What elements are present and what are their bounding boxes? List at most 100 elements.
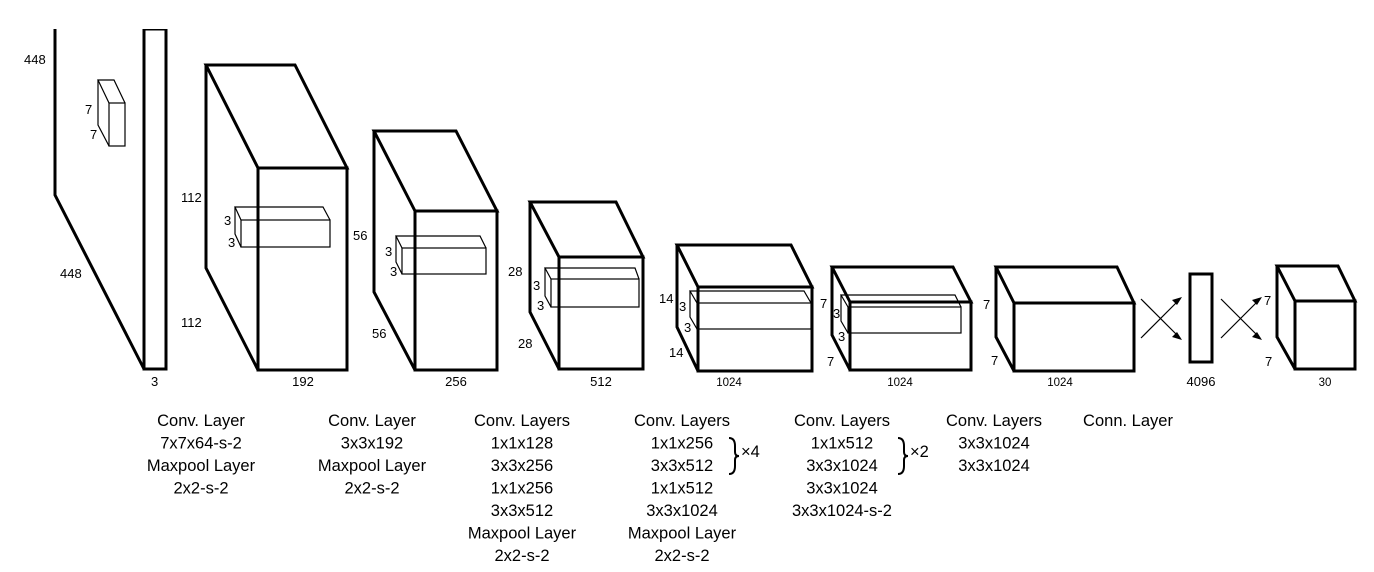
kernel-side xyxy=(395,236,403,275)
caption-line: 2x2-s-2 xyxy=(494,547,549,565)
kernel-side xyxy=(689,291,698,330)
feature-map-block-6: 7 7 1024 3 3 xyxy=(820,265,974,389)
caption-line: Conv. Layer xyxy=(328,412,416,430)
block-side-face xyxy=(1275,266,1297,370)
caption-line: 3x3x512 xyxy=(491,502,553,520)
fc-layer-4096: 4096 xyxy=(1187,272,1216,389)
block-top-face xyxy=(1274,264,1358,303)
dim-depth: 1024 xyxy=(1047,377,1073,389)
layer-caption-2: Conv. Layer 3x3x192 Maxpool Layer 2x2-s-2 xyxy=(318,412,427,498)
dim-height: 448 xyxy=(24,52,46,67)
kernel-box xyxy=(688,290,812,330)
kernel-h: 3 xyxy=(533,278,540,293)
kernel-top xyxy=(234,206,331,221)
kernel-box xyxy=(395,235,487,275)
caption-line: Conv. Layers xyxy=(794,412,890,430)
layer-caption-7: Conn. Layer xyxy=(1083,412,1173,430)
layer-caption-3: Conv. Layers 1x1x128 3x3x256 1x1x256 3x3x512… xyxy=(468,412,577,565)
dim-depth: 1024 xyxy=(887,377,913,389)
block-front-face xyxy=(1012,301,1136,373)
block-side-face xyxy=(830,267,852,371)
kernel-box xyxy=(543,267,640,308)
dim-height: 7 xyxy=(820,296,827,311)
caption-line: Maxpool Layer xyxy=(147,457,256,475)
block-side-face xyxy=(204,65,260,371)
brace-icon xyxy=(897,437,909,475)
kernel-w: 3 xyxy=(537,298,544,313)
kernel-front xyxy=(550,278,640,308)
caption-line: Maxpool Layer xyxy=(318,457,427,475)
caption-line: Conv. Layers xyxy=(474,412,570,430)
caption-line: 1x1x256 xyxy=(651,435,713,453)
dim-height: 14 xyxy=(659,291,673,306)
dim-width: 7 xyxy=(991,353,998,368)
block-top-face xyxy=(371,129,500,213)
block-side-face xyxy=(675,245,700,372)
caption-line: Conv. Layers xyxy=(946,412,1042,430)
caption-line: Conn. Layer xyxy=(1083,412,1173,430)
caption-line: 3x3x192 xyxy=(341,435,403,453)
kernel-front xyxy=(240,219,331,248)
feature-map-block-3: 56 56 256 3 3 xyxy=(353,129,500,389)
block-side-face xyxy=(528,202,561,370)
block-front-face xyxy=(696,285,814,373)
layer-caption-5: Conv. Layers 1x1x512 3x3x1024 3x3x1024 3x3x1… xyxy=(792,412,929,520)
block-top-face xyxy=(993,265,1137,305)
feature-map-block-2: 112 112 192 3 3 xyxy=(181,63,350,389)
caption-line: 1x1x512 xyxy=(651,480,713,498)
caption-line: 7x7x64-s-2 xyxy=(160,435,242,453)
dim-depth: 4096 xyxy=(1187,374,1216,389)
dim-width: 112 xyxy=(181,315,202,330)
feature-map-block-7: 7 7 1024 xyxy=(983,265,1137,389)
kernel-7x7 xyxy=(97,79,126,147)
kernel-w: 3 xyxy=(684,320,691,335)
dim-height: 7 xyxy=(983,297,990,312)
fc-arrows-2 xyxy=(1220,297,1262,340)
layer-caption-1: Conv. Layer 7x7x64-s-2 Maxpool Layer 2x2-s-… xyxy=(147,412,256,498)
kernel-w: 3 xyxy=(228,235,235,250)
kernel-front xyxy=(401,247,487,275)
feature-map-block-9: 7 7 30 xyxy=(1264,264,1358,389)
dim-width: 448 xyxy=(60,266,82,281)
caption-line: Conv. Layer xyxy=(157,412,245,430)
dim-depth: 30 xyxy=(1319,377,1332,389)
kernel-side xyxy=(234,207,242,248)
dim-depth: 192 xyxy=(292,374,314,389)
caption-line: 3x3x1024 xyxy=(646,502,718,520)
dim-depth: 1024 xyxy=(716,377,742,389)
kernel-w: 3 xyxy=(390,264,397,279)
feature-map-block-5: 14 14 1024 3 3 xyxy=(659,243,815,389)
dim-depth: 512 xyxy=(590,374,612,389)
block-top-face xyxy=(203,63,350,170)
kernel-box xyxy=(234,206,331,248)
layer-caption-6: Conv. Layers 3x3x1024 3x3x1024 xyxy=(946,412,1042,475)
caption-line: 1x1x256 xyxy=(491,480,553,498)
brace-icon xyxy=(728,437,740,475)
kernel-w: 7 xyxy=(90,127,97,142)
kernel-front xyxy=(847,306,962,334)
input-image-block: 448 448 3 7 7 xyxy=(24,20,168,389)
kernel-h: 3 xyxy=(224,213,231,228)
block-front-face xyxy=(1293,299,1357,371)
kernel-side xyxy=(840,295,849,334)
block-side-face xyxy=(994,267,1016,372)
caption-line: 3x3x1024 xyxy=(958,457,1030,475)
caption-line: 3x3x256 xyxy=(491,457,553,475)
block-front-face xyxy=(413,209,499,372)
block-top-face xyxy=(527,200,646,259)
caption-line: 1x1x512 xyxy=(811,435,873,453)
block-top-face xyxy=(829,265,974,304)
caption-line: 2x2-s-2 xyxy=(173,480,228,498)
kernel-h: 7 xyxy=(85,102,92,117)
caption-line: Maxpool Layer xyxy=(628,525,737,543)
caption-line: 2x2-s-2 xyxy=(654,547,709,565)
caption-line: 3x3x1024 xyxy=(806,457,878,475)
repeat-count: ×4 xyxy=(741,443,760,461)
kernel-side xyxy=(544,268,552,308)
caption-line: 3x3x1024 xyxy=(806,480,878,498)
kernel-top xyxy=(543,267,640,280)
caption-line: 2x2-s-2 xyxy=(344,480,399,498)
kernel-w: 3 xyxy=(838,329,845,344)
dim-height: 112 xyxy=(181,190,202,205)
